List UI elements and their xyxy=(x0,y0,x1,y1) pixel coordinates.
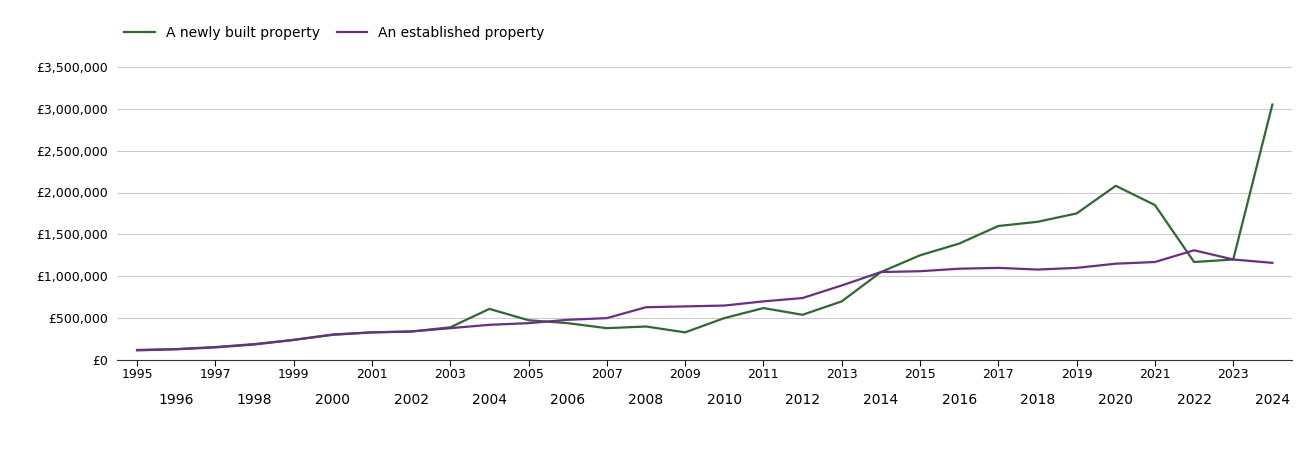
A newly built property xyxy=(560,320,576,326)
An established property xyxy=(325,332,341,337)
An established property xyxy=(1265,260,1280,265)
An established property xyxy=(364,330,380,335)
An established property xyxy=(834,283,850,288)
A newly built property xyxy=(1265,102,1280,107)
An established property xyxy=(521,320,536,326)
A newly built property xyxy=(1147,202,1163,208)
A newly built property xyxy=(442,324,458,330)
A newly built property xyxy=(638,324,654,329)
An established property xyxy=(951,266,967,271)
A newly built property xyxy=(482,306,497,311)
A newly built property xyxy=(951,241,967,246)
A newly built property xyxy=(1225,257,1241,262)
A newly built property xyxy=(1069,211,1084,216)
A newly built property xyxy=(912,252,928,258)
An established property xyxy=(677,304,693,309)
An established property xyxy=(1069,265,1084,270)
An established property xyxy=(1108,261,1124,266)
An established property xyxy=(403,329,419,334)
An established property xyxy=(756,299,771,304)
A newly built property xyxy=(286,337,301,342)
An established property xyxy=(247,342,262,347)
A newly built property xyxy=(756,306,771,311)
An established property xyxy=(286,337,301,342)
An established property xyxy=(638,305,654,310)
A newly built property xyxy=(521,318,536,323)
An established property xyxy=(1225,257,1241,262)
A newly built property xyxy=(168,346,184,352)
A newly built property xyxy=(990,223,1006,229)
An established property xyxy=(912,269,928,274)
An established property xyxy=(129,348,145,353)
An established property xyxy=(207,345,223,350)
A newly built property xyxy=(795,312,810,318)
A newly built property xyxy=(1108,183,1124,189)
An established property xyxy=(168,346,184,352)
An established property xyxy=(482,322,497,328)
An established property xyxy=(599,315,615,321)
Legend: A newly built property, An established property: A newly built property, An established p… xyxy=(124,26,544,40)
A newly built property xyxy=(1186,259,1202,265)
A newly built property xyxy=(247,342,262,347)
An established property xyxy=(1186,248,1202,253)
Line: An established property: An established property xyxy=(137,250,1272,351)
A newly built property xyxy=(834,299,850,304)
A newly built property xyxy=(129,347,145,353)
An established property xyxy=(1147,259,1163,265)
A newly built property xyxy=(716,315,732,321)
An established property xyxy=(442,325,458,331)
A newly built property xyxy=(207,344,223,350)
An established property xyxy=(990,265,1006,270)
An established property xyxy=(795,295,810,301)
An established property xyxy=(873,270,889,275)
A newly built property xyxy=(1030,219,1045,225)
A newly built property xyxy=(677,330,693,335)
An established property xyxy=(560,317,576,323)
A newly built property xyxy=(325,332,341,338)
A newly built property xyxy=(364,330,380,335)
Line: A newly built property: A newly built property xyxy=(137,104,1272,350)
A newly built property xyxy=(599,325,615,331)
An established property xyxy=(716,303,732,308)
An established property xyxy=(1030,267,1045,272)
A newly built property xyxy=(873,270,889,275)
A newly built property xyxy=(403,329,419,334)
